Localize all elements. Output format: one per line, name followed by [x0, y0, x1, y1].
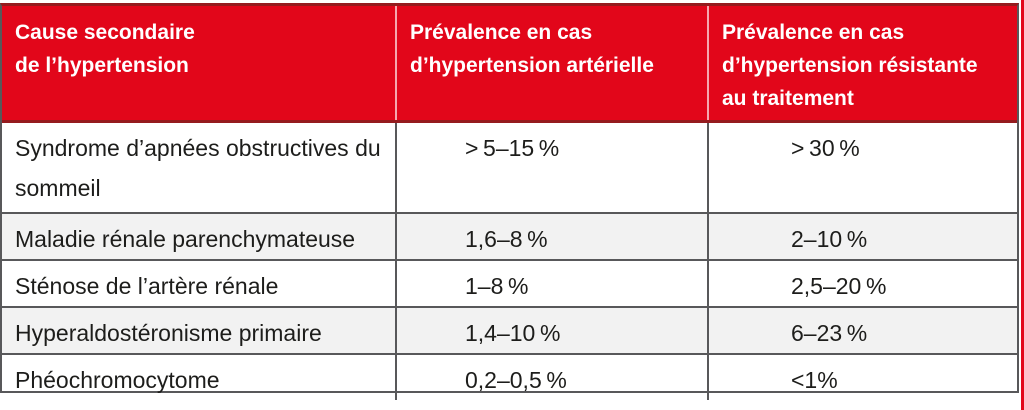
table-row: Syndrome d’apnées obstructives du sommei… [2, 123, 1017, 214]
cell-prevalence-arterielle: 1–8 % [395, 261, 707, 306]
header-prev-art-line2: d’hypertension artérielle [410, 54, 654, 77]
cell-prevalence-arterielle: > 5–15 % [395, 123, 707, 212]
table-row: Sténose de l’artère rénale 1–8 % 2,5–20 … [2, 261, 1017, 308]
table-header: Cause secondaire de l’hypertension Préva… [2, 6, 1017, 123]
cell-prevalence-arterielle: 0,2–0,5 % [395, 355, 707, 400]
header-cell-cause: Cause secondaire de l’hypertension [2, 6, 395, 120]
table-row: Hyperaldostéronisme primaire 1,4–10 % 6–… [2, 308, 1017, 355]
cell-cause: Hyperaldostéronisme primaire [15, 320, 322, 346]
cell-cause: Sténose de l’artère rénale [15, 273, 279, 299]
header-cell-prevalence-resistante: Prévalence en cas d’hypertension résista… [707, 6, 1017, 120]
header-cause-line1: Cause secondaire [15, 21, 195, 44]
header-prev-res-line3: au traitement [722, 87, 854, 110]
header-prev-res-line1: Prévalence en cas [722, 21, 905, 44]
cell-prevalence-resistante: 2,5–20 % [707, 261, 1017, 306]
header-cell-prevalence-arterielle: Prévalence en cas d’hypertension artérie… [395, 6, 707, 120]
cell-cause: Phéochromocytome [15, 367, 220, 393]
cell-cause: Maladie rénale parenchymateuse [15, 226, 356, 252]
table-row: Phéochromocytome 0,2–0,5 % <1% [2, 355, 1017, 400]
cell-prevalence-resistante: 2–10 % [707, 214, 1017, 259]
cell-cause: Syndrome d’apnées obstructives du sommei… [15, 135, 381, 201]
header-prev-art-line1: Prévalence en cas [410, 21, 593, 44]
cell-prevalence-arterielle: 1,6–8 % [395, 214, 707, 259]
secondary-hypertension-causes-table: Cause secondaire de l’hypertension Préva… [0, 3, 1019, 400]
header-prev-res-line2: d’hypertension résistante [722, 54, 978, 77]
cell-prevalence-arterielle: 1,4–10 % [395, 308, 707, 353]
cell-prevalence-resistante: 6–23 % [707, 308, 1017, 353]
table-row: Maladie rénale parenchymateuse 1,6–8 % 2… [2, 214, 1017, 261]
cell-prevalence-resistante: > 30 % [707, 123, 1017, 212]
cell-prevalence-resistante: <1% [707, 355, 1017, 400]
header-cause-line2: de l’hypertension [15, 54, 189, 77]
page-edge-accent [1021, 0, 1024, 410]
